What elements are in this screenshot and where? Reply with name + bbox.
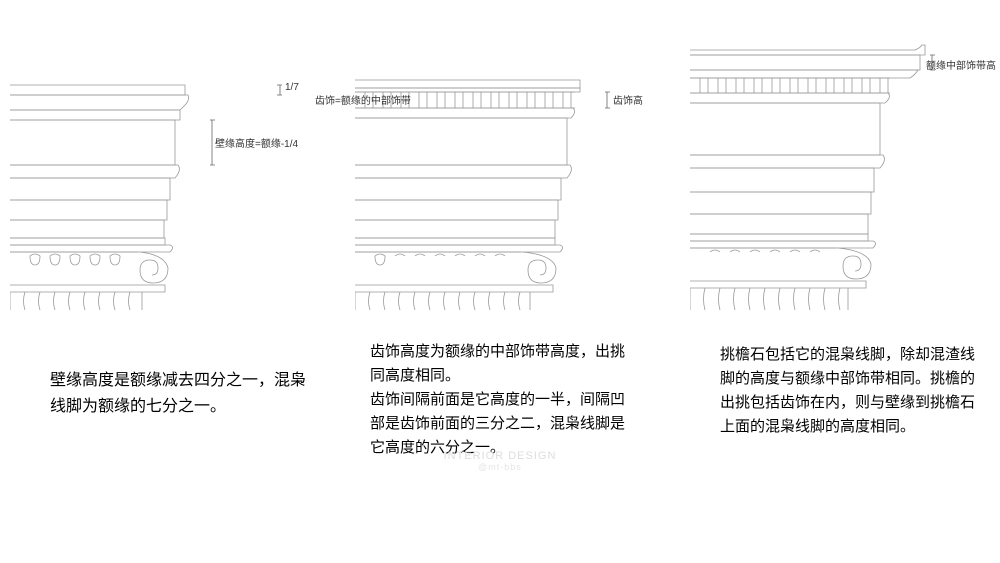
diagram-1: 1/7 壁缘高度=额缘-1/4 — [10, 0, 320, 310]
label-frieze-1: 壁缘高度=额缘-1/4 — [215, 135, 298, 150]
panel-1: 1/7 壁缘高度=额缘-1/4 — [10, 0, 320, 310]
description-1: 壁缘高度是额缘减去四分之一，混枭线脚为额缘的七分之一。 — [50, 368, 310, 419]
watermark: INTERIOR DESIGN @mt-bbs — [444, 450, 557, 472]
label-dentil-2-top: 齿饰=额缘的中部饰带 — [315, 92, 411, 107]
label-ratio-1: 1/7 — [285, 82, 299, 93]
column-drawing-1 — [10, 0, 320, 310]
label-corona-3: 额缘中部饰带高 — [926, 57, 996, 72]
diagram-3: 额缘中部饰带高 — [690, 0, 990, 310]
description-3: 挑檐石包括它的混枭线脚，除却混渣线脚的高度与额缘中部饰带相同。挑檐的出挑包括齿饰… — [720, 343, 980, 439]
description-2: 齿饰高度为额缘的中部饰带高度，出挑同高度相同。 齿饰间隔前面是它高度的一半，间隔… — [370, 340, 630, 460]
label-dentil-2-mid: 齿饰高 — [613, 92, 643, 107]
column-drawing-3 — [690, 0, 990, 310]
watermark-text: INTERIOR DESIGN — [444, 450, 557, 462]
watermark-sub: @mt-bbs — [444, 462, 557, 472]
diagram-2: 齿饰=额缘的中部饰带 齿饰高 — [355, 0, 675, 310]
column-drawing-2 — [355, 0, 675, 310]
panel-2: 齿饰=额缘的中部饰带 齿饰高 — [355, 0, 675, 310]
panel-3: 额缘中部饰带高 — [690, 0, 990, 310]
